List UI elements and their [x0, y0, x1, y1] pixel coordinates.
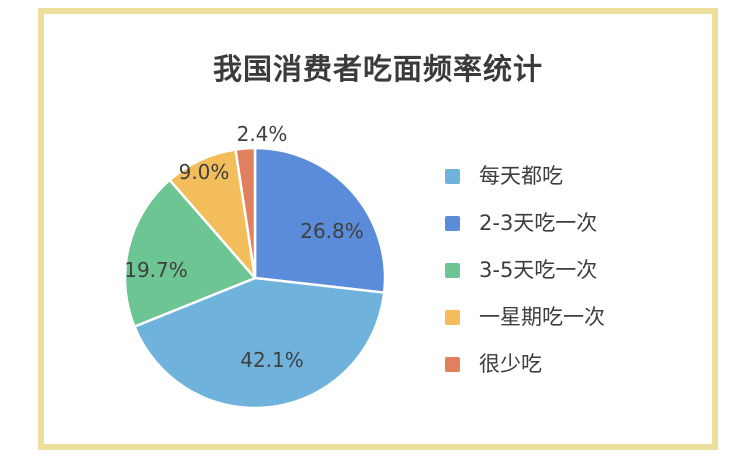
pie-slice-0: [133, 276, 386, 410]
legend-item: 3-5天吃一次: [445, 257, 605, 283]
pie-value-label-rarely: 2.4%: [236, 122, 288, 146]
pie-value-label-every-day: 42.1%: [240, 348, 304, 372]
chart-title: 我国消费者吃面频率统计: [212, 52, 543, 86]
pie-value-label-2-3-days: 26.8%: [300, 219, 364, 243]
legend-item: 2-3天吃一次: [445, 210, 605, 236]
pie-chart: [123, 146, 387, 410]
legend-swatch: [445, 262, 460, 278]
legend-label: 3-5天吃一次: [479, 258, 598, 282]
pie-value-label-3-5-days: 19.7%: [124, 258, 188, 282]
legend-swatch: [445, 215, 460, 231]
legend: 每天都吃 2-3天吃一次 3-5天吃一次 一星期吃一次 很少吃: [445, 163, 605, 377]
legend-item: 很少吃: [445, 351, 605, 377]
pie-value-label-once-a-week: 9.0%: [178, 160, 230, 184]
legend-item: 每天都吃: [445, 163, 605, 189]
legend-label: 每天都吃: [479, 164, 563, 188]
pie-slice-1: [253, 146, 387, 294]
pie-slice-4: [234, 146, 257, 280]
legend-label: 很少吃: [479, 352, 542, 376]
legend-swatch: [445, 356, 460, 372]
pie-slice-2: [123, 178, 257, 328]
legend-label: 2-3天吃一次: [479, 211, 598, 235]
legend-label: 一星期吃一次: [479, 305, 605, 329]
legend-swatch: [445, 309, 460, 325]
legend-swatch: [445, 168, 460, 184]
legend-item: 一星期吃一次: [445, 304, 605, 330]
